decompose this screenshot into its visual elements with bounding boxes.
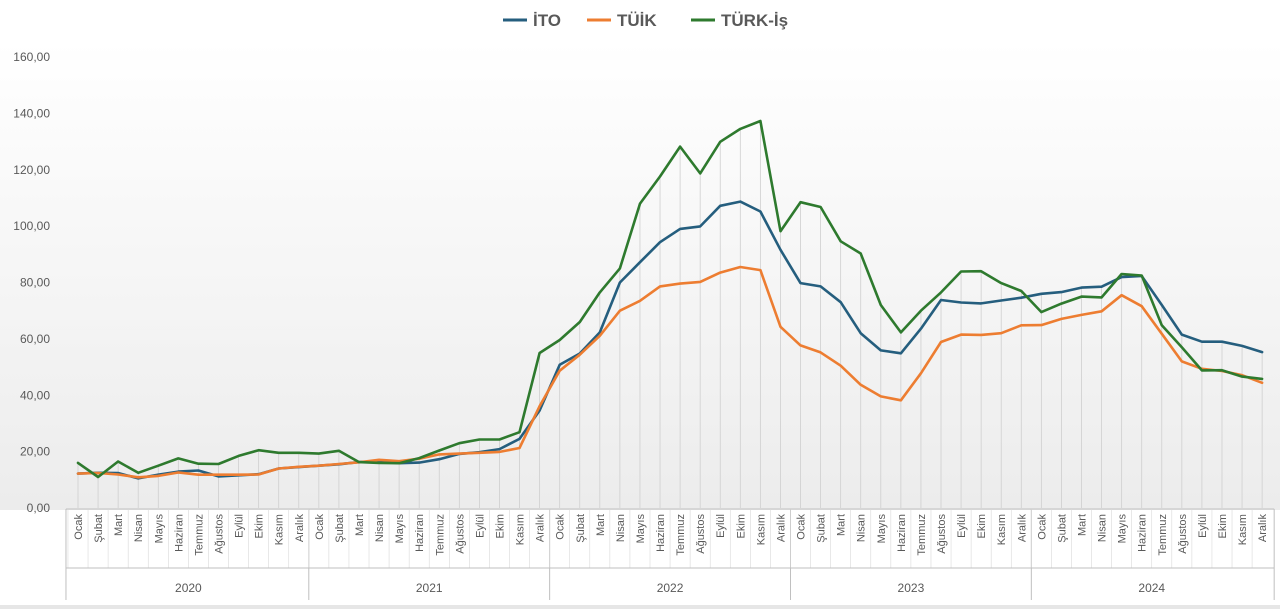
legend-label: İTO — [533, 11, 561, 30]
x-tick-label: Nisan — [1097, 514, 1109, 542]
x-tick-label: Ağustos — [454, 514, 466, 554]
series-lines — [76, 119, 1264, 480]
x-tick-label: Şubat — [93, 514, 105, 543]
bottom-border — [0, 605, 1280, 609]
x-tick-label: Ekim — [494, 514, 506, 538]
x-tick-label: Ocak — [314, 514, 326, 540]
year-label: 2021 — [416, 581, 443, 595]
x-tick-label: Haziran — [655, 514, 667, 552]
x-tick-label: Nisan — [374, 514, 386, 542]
x-tick-label: Ağustos — [936, 514, 948, 554]
x-tick-label: Ocak — [1036, 514, 1048, 540]
x-tick-label: Haziran — [173, 514, 185, 552]
x-tick-label: Haziran — [414, 514, 426, 552]
x-tick-label: Ekim — [976, 514, 988, 538]
x-tick-label: Kasım — [1237, 514, 1249, 545]
x-tick-label: Haziran — [1137, 514, 1149, 552]
x-tick-label: Temmuz — [193, 514, 205, 556]
x-tick-label: Eylül — [234, 514, 246, 538]
x-tick-label: Kasım — [996, 514, 1008, 545]
y-tick-label: 40,00 — [20, 388, 50, 402]
x-tick-label: Nisan — [856, 514, 868, 542]
x-tick-label: Mart — [113, 514, 125, 536]
x-tick-label: Aralık — [535, 514, 547, 543]
x-tick-label: Eylül — [715, 514, 727, 538]
x-tick-label: Mart — [1077, 514, 1089, 536]
legend-label: TÜİK — [617, 11, 657, 30]
legend-label: TÜRK-İş — [721, 11, 788, 30]
x-tick-label: Ağustos — [213, 514, 225, 554]
x-tick-label: Ekim — [254, 514, 266, 538]
x-tick-label: Şubat — [1056, 514, 1068, 543]
x-tick-label: Ekim — [735, 514, 747, 538]
y-tick-label: 160,00 — [13, 50, 50, 64]
x-tick-label: Ağustos — [1177, 514, 1189, 554]
x-tick-label: Mayıs — [876, 514, 888, 544]
x-tick-label: Eylül — [474, 514, 486, 538]
x-tick-label: Nisan — [133, 514, 145, 542]
x-tick-label: Temmuz — [916, 514, 928, 556]
x-tick-label: Eylül — [1197, 514, 1209, 538]
year-label: 2020 — [175, 581, 202, 595]
x-tick-label: Aralık — [294, 514, 306, 543]
series-line — [76, 119, 1264, 479]
y-tick-label: 60,00 — [20, 332, 50, 346]
x-tick-label: Şubat — [816, 514, 828, 543]
y-tick-label: 20,00 — [20, 445, 50, 459]
x-tick-label: Aralık — [775, 514, 787, 543]
x-tick-label: Şubat — [334, 514, 346, 543]
x-tick-label: Kasım — [755, 514, 767, 545]
x-tick-label: Haziran — [896, 514, 908, 552]
x-tick-label: Mayıs — [153, 514, 165, 544]
x-tick-label: Mart — [595, 514, 607, 536]
year-label: 2023 — [898, 581, 925, 595]
x-tick-label: Temmuz — [1157, 514, 1169, 556]
x-tick-label: Mart — [354, 514, 366, 536]
legend: İTO TÜİK TÜRK-İş — [503, 11, 788, 30]
y-tick-label: 0,00 — [27, 501, 51, 515]
x-tick-label: Şubat — [575, 514, 587, 543]
x-tick-label: Mayıs — [1117, 514, 1129, 544]
x-tick-label: Kasım — [274, 514, 286, 545]
x-axis: Ocak Şubat Mart Nisan Mayıs Haziran Temmuz Ağus… — [65, 508, 1275, 600]
x-tick-label: Temmuz — [675, 514, 687, 556]
x-tick-label: Ocak — [796, 514, 808, 540]
x-tick-label: Mart — [836, 514, 848, 536]
x-tick-label: Ağustos — [695, 514, 707, 554]
y-tick-label: 100,00 — [13, 219, 50, 233]
year-label: 2024 — [1138, 581, 1165, 595]
x-tick-label: Aralık — [1257, 514, 1269, 543]
x-tick-label: Mayıs — [394, 514, 406, 544]
x-tick-label: Aralık — [1016, 514, 1028, 543]
y-tick-label: 120,00 — [13, 163, 50, 177]
series-line — [76, 265, 1264, 479]
x-tick-label: Nisan — [615, 514, 627, 542]
x-tick-label: Eylül — [956, 514, 968, 538]
x-tick-label: Ekim — [1217, 514, 1229, 538]
x-tick-label: Mayıs — [635, 514, 647, 544]
x-tick-label: Ocak — [73, 514, 85, 540]
x-tick-label: Temmuz — [434, 514, 446, 556]
y-tick-label: 140,00 — [13, 106, 50, 120]
y-axis: 0,00 20,00 40,00 60,00 80,00 100,00 120,00 140,… — [13, 50, 50, 515]
y-tick-label: 80,00 — [20, 276, 50, 290]
x-tick-label: Kasım — [515, 514, 527, 545]
x-tick-label: Ocak — [555, 514, 567, 540]
year-label: 2022 — [657, 581, 684, 595]
